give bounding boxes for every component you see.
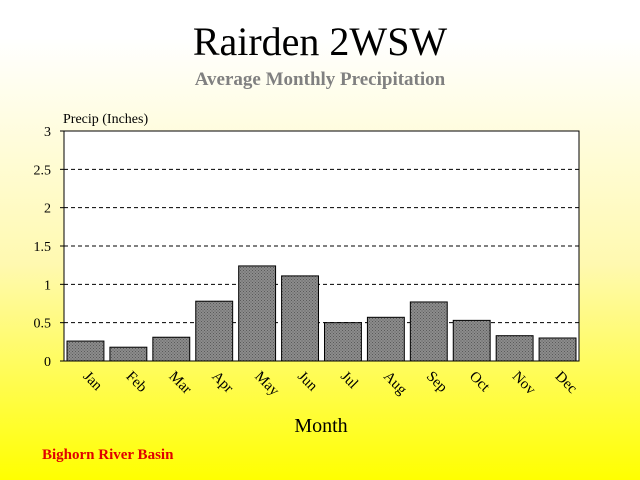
bar-jan	[66, 340, 105, 362]
chart-title: Rairden 2WSW	[193, 19, 448, 64]
x-tick-label: Jul	[337, 369, 361, 393]
x-axis-label: Month	[294, 415, 347, 437]
x-tick-label: Sep	[423, 369, 450, 396]
bar-nov	[495, 335, 534, 362]
y-tick-label: 1	[44, 278, 51, 293]
basin-label: Bighorn River Basin	[42, 447, 174, 463]
y-tick-label: 2.5	[34, 163, 52, 178]
bar-apr	[195, 300, 234, 362]
y-tick-label: 0	[44, 355, 51, 370]
x-tick-label: Nov	[509, 369, 539, 399]
y-ticks: 0 0.5 1 1.5 2 2.5 3	[34, 125, 64, 370]
y-axis-label: Precip (Inches)	[63, 112, 148, 127]
x-tick-label: Feb	[123, 369, 150, 396]
x-tick-label: May	[251, 369, 282, 400]
y-tick-label: 2	[44, 202, 51, 217]
bar-mar	[152, 336, 191, 362]
bar-aug	[366, 316, 405, 362]
bar-jun	[281, 275, 319, 362]
y-tick-label: 1.5	[34, 240, 52, 255]
x-tick-label: Dec	[552, 369, 581, 398]
x-ticks: Jan Feb Mar Apr May Jun Jul Aug Sep Oct Nov Dec	[80, 369, 581, 400]
bar-may	[238, 265, 277, 362]
gridlines	[64, 168, 579, 324]
y-tick-label: 0.5	[34, 317, 52, 332]
x-tick-label: Mar	[165, 369, 194, 398]
bar-oct	[452, 319, 491, 362]
bar-jul	[324, 322, 362, 362]
x-tick-label: Oct	[466, 369, 493, 396]
bars	[66, 265, 577, 362]
x-tick-label: Aug	[380, 369, 410, 399]
bar-feb	[109, 346, 148, 362]
x-tick-label: Apr	[208, 369, 236, 397]
x-tick-label: Jun	[294, 369, 320, 395]
chart-subtitle: Average Monthly Precipitation	[195, 69, 446, 90]
x-tick-label: Jan	[80, 369, 106, 395]
y-tick-label: 3	[44, 125, 51, 140]
bar-sep	[409, 301, 448, 362]
bar-dec	[538, 337, 577, 362]
